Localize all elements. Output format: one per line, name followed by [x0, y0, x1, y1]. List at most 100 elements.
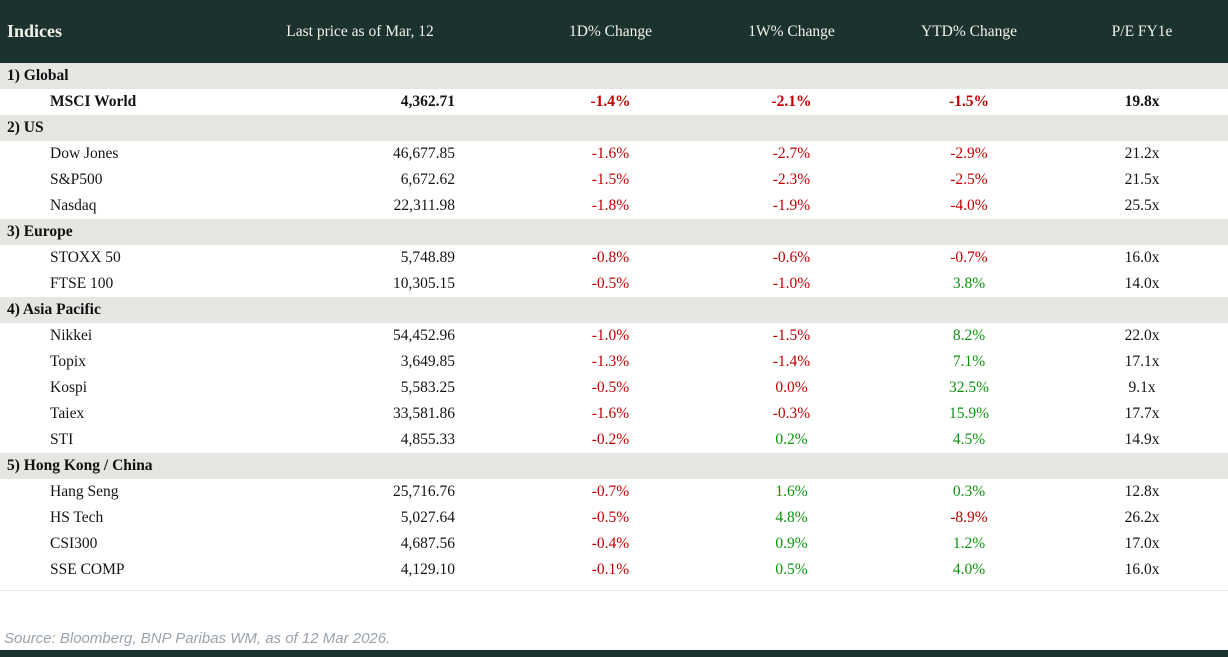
- change-1d: -0.4%: [591, 535, 630, 552]
- pe-value: 22.0x: [1124, 327, 1160, 344]
- change-1w: -2.7%: [772, 145, 811, 162]
- index-name: Nikkei: [50, 327, 93, 344]
- change-1w: 1.6%: [775, 483, 808, 500]
- last-price: 46,677.85: [393, 145, 455, 162]
- column-header-1w-change: 1W% Change: [748, 22, 835, 40]
- column-header-pe: P/E FY1e: [1111, 22, 1173, 40]
- change-1w: -2.3%: [772, 171, 811, 188]
- last-price: 4,687.56: [400, 535, 455, 552]
- table-row: HS Tech 5,027.64 -0.5% 4.8% -8.9% 26.2x: [0, 505, 1228, 531]
- index-name: SSE COMP: [50, 561, 125, 578]
- change-ytd: -8.9%: [950, 509, 988, 526]
- column-header-last-price: Last price as of Mar, 12: [286, 22, 434, 40]
- pe-value: 14.0x: [1124, 275, 1160, 292]
- pe-value: 17.7x: [1124, 405, 1160, 422]
- table-row: Nikkei 54,452.96 -1.0% -1.5% 8.2% 22.0x: [0, 323, 1228, 349]
- change-1d: -1.6%: [591, 145, 630, 162]
- section-row: 1) Global: [0, 63, 1228, 89]
- last-price: 5,027.64: [400, 509, 455, 526]
- pe-value: 21.2x: [1124, 145, 1160, 162]
- change-1d: -0.2%: [591, 431, 630, 448]
- table-row: Nasdaq 22,311.98 -1.8% -1.9% -4.0% 25.5x: [0, 193, 1228, 219]
- change-ytd: -0.7%: [950, 249, 988, 266]
- change-ytd: 7.1%: [952, 353, 986, 370]
- column-header-ytd-change: YTD% Change: [921, 22, 1017, 40]
- last-price: 10,305.15: [393, 275, 455, 292]
- change-1d: -0.1%: [591, 561, 630, 578]
- index-name: Kospi: [50, 379, 88, 396]
- table-row: Kospi 5,583.25 -0.5% 0.0% 32.5% 9.1x: [0, 375, 1228, 401]
- pe-value: 21.5x: [1124, 171, 1160, 188]
- last-price: 5,748.89: [400, 249, 455, 266]
- last-price: 22,311.98: [393, 197, 455, 214]
- table-title: Indices: [7, 21, 63, 41]
- table-row: S&P500 6,672.62 -1.5% -2.3% -2.5% 21.5x: [0, 167, 1228, 193]
- pe-value: 12.8x: [1124, 483, 1160, 500]
- section-label: 2) US: [7, 119, 44, 136]
- index-name: CSI300: [50, 535, 98, 552]
- change-ytd: -2.5%: [950, 171, 988, 188]
- pe-value: 26.2x: [1124, 509, 1160, 526]
- indices-table-body: 1) Global MSCI World 4,362.71 -1.4% -2.1% -1.…: [0, 63, 1228, 583]
- index-name: FTSE 100: [50, 275, 114, 292]
- change-ytd: -2.9%: [950, 145, 988, 162]
- section-row: 4) Asia Pacific: [0, 297, 1228, 323]
- last-price: 4,129.10: [400, 561, 455, 578]
- source-note: Source: Bloomberg, BNP Paribas WM, as of…: [4, 630, 391, 647]
- change-1d: -1.8%: [591, 197, 630, 214]
- index-name: MSCI World: [50, 93, 137, 110]
- last-price: 4,855.33: [400, 431, 455, 448]
- index-name: Dow Jones: [50, 145, 119, 162]
- change-ytd: 0.3%: [952, 483, 986, 500]
- pe-value: 16.0x: [1124, 561, 1160, 578]
- index-name: Taiex: [50, 405, 85, 422]
- index-name: HS Tech: [50, 509, 104, 526]
- table-bottom-divider: [0, 590, 1228, 591]
- pe-value: 17.1x: [1124, 353, 1160, 370]
- change-ytd: 3.8%: [952, 275, 986, 292]
- table-row: SSE COMP 4,129.10 -0.1% 0.5% 4.0% 16.0x: [0, 557, 1228, 583]
- table-row: Taiex 33,581.86 -1.6% -0.3% 15.9% 17.7x: [0, 401, 1228, 427]
- table-row: STI 4,855.33 -0.2% 0.2% 4.5% 14.9x: [0, 427, 1228, 453]
- index-name: STI: [50, 431, 74, 448]
- change-ytd: -4.0%: [950, 197, 988, 214]
- change-1w: -0.6%: [772, 249, 811, 266]
- change-1d: -0.5%: [591, 509, 630, 526]
- index-name: STOXX 50: [50, 249, 121, 266]
- table-row: Topix 3,649.85 -1.3% -1.4% 7.1% 17.1x: [0, 349, 1228, 375]
- last-price: 25,716.76: [393, 483, 455, 500]
- pe-value: 14.9x: [1124, 431, 1160, 448]
- change-ytd: 32.5%: [948, 379, 990, 396]
- change-1d: -1.0%: [591, 327, 630, 344]
- change-1w: 0.5%: [775, 561, 808, 578]
- last-price: 5,583.25: [400, 379, 455, 396]
- section-label: 4) Asia Pacific: [7, 301, 101, 318]
- table-header: Indices Last price as of Mar, 12 1D% Cha…: [0, 0, 1228, 63]
- change-1w: 0.0%: [775, 379, 808, 396]
- column-header-1d-change: 1D% Change: [568, 22, 653, 40]
- change-1d: -1.5%: [591, 171, 630, 188]
- change-1w: -1.4%: [772, 353, 811, 370]
- index-name: Topix: [50, 353, 86, 370]
- table-row: Dow Jones 46,677.85 -1.6% -2.7% -2.9% 21.2x: [0, 141, 1228, 167]
- index-name: Hang Seng: [50, 483, 119, 500]
- change-1d: -0.5%: [591, 379, 630, 396]
- change-1d: -0.5%: [591, 275, 630, 292]
- table-row: MSCI World 4,362.71 -1.4% -2.1% -1.5% 19.8x: [0, 89, 1228, 115]
- change-1d: -1.4%: [590, 93, 631, 110]
- change-ytd: -1.5%: [948, 93, 990, 110]
- change-1w: -0.3%: [772, 405, 811, 422]
- change-1d: -0.7%: [591, 483, 630, 500]
- change-1w: 4.8%: [775, 509, 808, 526]
- last-price: 4,362.71: [400, 93, 455, 110]
- table-row: FTSE 100 10,305.15 -0.5% -1.0% 3.8% 14.0x: [0, 271, 1228, 297]
- last-price: 33,581.86: [393, 405, 455, 422]
- pe-value: 16.0x: [1124, 249, 1160, 266]
- last-price: 3,649.85: [400, 353, 455, 370]
- pe-value: 9.1x: [1128, 379, 1156, 396]
- section-label: 5) Hong Kong / China: [7, 457, 153, 474]
- pe-value: 19.8x: [1124, 93, 1160, 110]
- section-row: 2) US: [0, 115, 1228, 141]
- change-1w: -1.0%: [772, 275, 811, 292]
- change-1d: -1.6%: [591, 405, 630, 422]
